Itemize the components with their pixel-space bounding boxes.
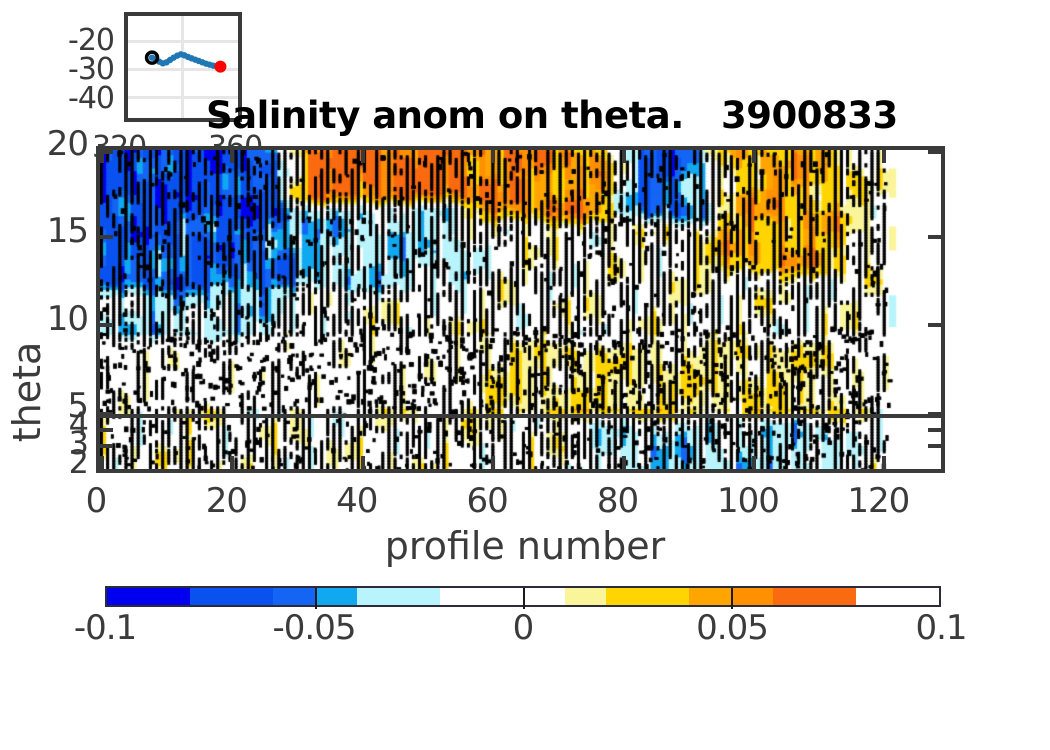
colorbar-label--0.1: -0.1 — [73, 608, 137, 648]
float-trajectory-inset-map[interactable] — [124, 12, 242, 122]
ytick-5 — [100, 412, 113, 416]
inset-track-svg — [144, 50, 227, 73]
ytick-2 — [100, 469, 113, 473]
xtick-0 — [100, 456, 104, 469]
colorbar-band-11 — [772, 588, 856, 605]
colorbar-label-0.05: 0.05 — [696, 608, 769, 648]
inset-ylabel-minus30: -30 — [68, 52, 115, 87]
colorbar-band-3 — [314, 588, 357, 605]
colorbar-band-2 — [273, 588, 315, 605]
colorbar-band-4 — [356, 588, 440, 605]
ytick-label-4: 4 — [68, 405, 89, 443]
ytick-right-5 — [928, 412, 941, 416]
xaxis-label: profile number — [384, 524, 666, 568]
ytick-right-4 — [928, 428, 941, 432]
xtick-60 — [491, 456, 496, 469]
xtick-label-60: 60 — [466, 481, 509, 521]
ytick-right-10 — [928, 323, 941, 327]
xtick-60 — [491, 150, 496, 163]
ytick-right-20 — [928, 150, 941, 154]
ytick-label-20: 20 — [46, 124, 89, 164]
ytick-3 — [100, 444, 113, 448]
xtick-120 — [882, 456, 887, 469]
colorbar-band-9 — [689, 588, 731, 605]
xtick-20 — [230, 456, 235, 469]
xtick-label-0: 0 — [85, 481, 108, 521]
ytick-right-3 — [928, 444, 941, 448]
xtick-20 — [230, 150, 235, 163]
colorbar-band-5 — [439, 588, 482, 605]
xtick-40 — [360, 150, 365, 163]
colorbar-band-1 — [190, 588, 274, 605]
page-title: Salinity anom on theta. 3900833 — [206, 94, 898, 137]
salinity-anomaly-contour-field — [100, 150, 941, 469]
xtick-label-40: 40 — [336, 481, 378, 521]
salinity-anomaly-colorbar[interactable] — [105, 586, 941, 609]
ytick-right-15 — [928, 235, 941, 239]
colorbar-label-0: 0 — [512, 608, 535, 648]
ytick-label-2: 2 — [68, 443, 89, 481]
xtick-label-120: 120 — [847, 481, 910, 521]
xtick-120 — [882, 150, 887, 163]
xtick-label-80: 80 — [596, 481, 639, 521]
theta-axis-break-line — [100, 414, 941, 418]
ytick-label-3: 3 — [68, 424, 89, 462]
yaxis-label: theta — [5, 341, 49, 443]
inset-gridline — [181, 16, 184, 118]
colorbar-tick--0.05 — [315, 588, 317, 609]
xtick-40 — [360, 456, 365, 469]
colorbar-band-0 — [107, 588, 191, 605]
inset-ylabel-minus40: -40 — [68, 81, 115, 116]
ytick-label-5: 5 — [67, 386, 89, 426]
colorbar-band-6 — [481, 588, 565, 605]
colorbar-tick-0 — [523, 588, 525, 609]
xtick-100 — [751, 150, 756, 163]
xtick-label-100: 100 — [716, 481, 780, 521]
colorbar-tick-0.05 — [731, 588, 733, 609]
xtick-label-20: 20 — [205, 481, 248, 521]
ytick-10 — [100, 323, 113, 327]
xtick-80 — [621, 456, 626, 469]
colorbar-band-7 — [564, 588, 607, 605]
ytick-label-10: 10 — [46, 298, 89, 339]
colorbar-label--0.05: -0.05 — [272, 608, 357, 648]
contour-plot-axes[interactable] — [96, 146, 945, 473]
xtick-80 — [621, 150, 626, 163]
colorbar-band-8 — [606, 588, 690, 605]
xtick-100 — [751, 456, 756, 469]
inset-ylabel-minus20: -20 — [68, 23, 115, 58]
colorbar-band-10 — [730, 588, 773, 605]
ytick-20 — [100, 150, 113, 154]
ytick-4 — [100, 428, 113, 432]
ytick-label-15: 15 — [46, 211, 89, 252]
ytick-15 — [100, 235, 113, 239]
colorbar-label-0.1: 0.1 — [915, 608, 967, 648]
xtick-0 — [100, 150, 104, 163]
